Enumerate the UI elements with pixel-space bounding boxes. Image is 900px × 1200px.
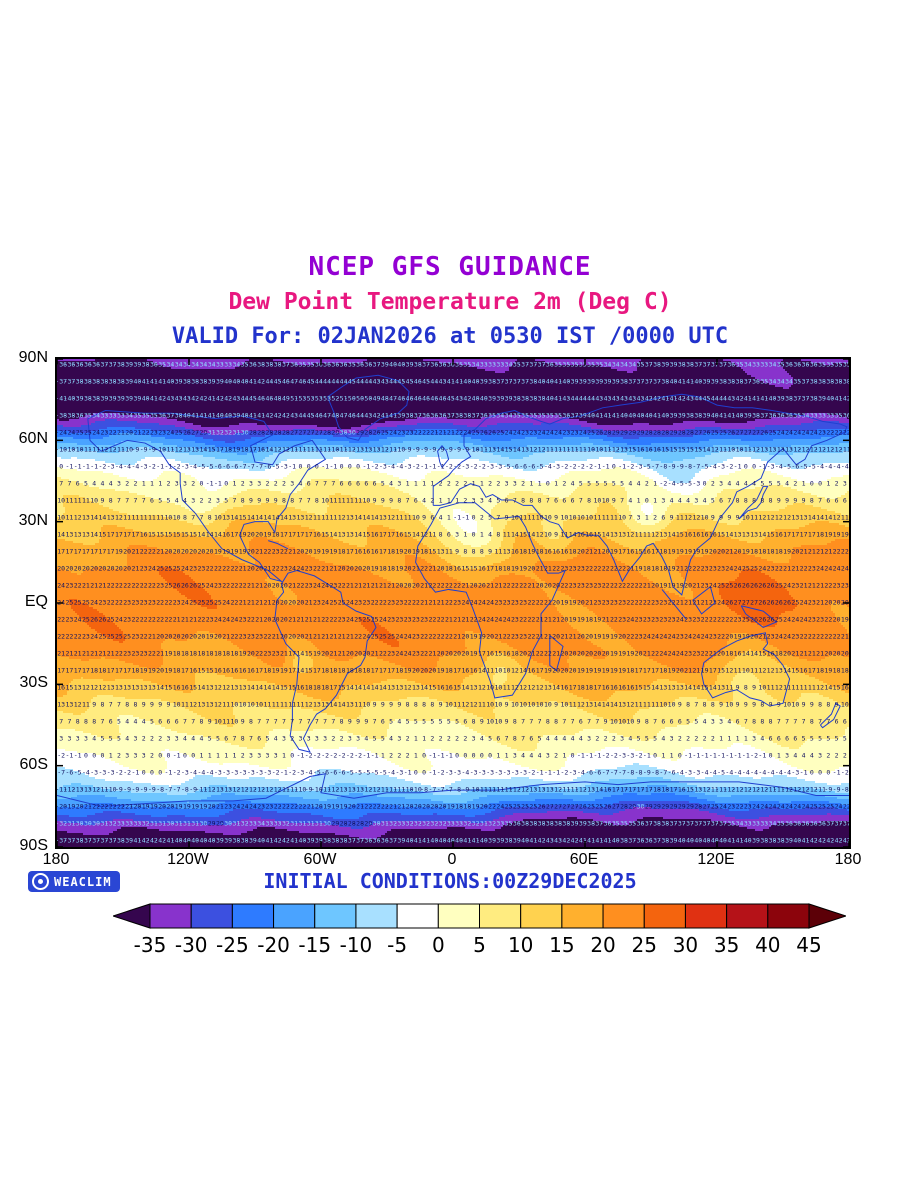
page-title: NCEP GFS GUIDANCE (308, 252, 592, 282)
colorbar-segment (355, 903, 398, 929)
weaclim-badge: WEACLIM (28, 871, 120, 892)
colorbar-tick-label: 5 (473, 933, 486, 957)
colorbar-tick-label: 45 (796, 933, 822, 957)
colorbar-tick-label: -5 (387, 933, 408, 957)
colorbar-segment (684, 903, 728, 929)
colorbar-under-arrow (111, 903, 151, 929)
lon-label: 180 (834, 851, 862, 868)
lon-label: 60W (303, 851, 337, 868)
lat-label: 30S (19, 674, 48, 692)
colorbar-segment (520, 903, 563, 929)
colorbar-segment (726, 903, 769, 929)
lon-label: 180 (42, 851, 70, 868)
lat-label: 90N (18, 349, 48, 366)
colorbar (111, 903, 848, 929)
colorbar-tick-label: 25 (631, 933, 657, 957)
map-frame (55, 357, 851, 849)
colorbar-segment (602, 903, 645, 929)
colorbar-over-arrow (808, 903, 848, 929)
colorbar-tick-label: 30 (672, 933, 699, 957)
colorbar-tick-label: 0 (431, 933, 445, 957)
colorbar-segment (437, 903, 480, 929)
colorbar-segment (767, 903, 810, 929)
colorbar-segment (396, 903, 439, 929)
colorbar-svg (111, 903, 848, 929)
weaclim-logo-text: WEACLIM (54, 874, 112, 889)
lat-label: 30N (18, 511, 48, 529)
weaclim-logo-icon (32, 873, 49, 890)
lon-label: 0 (447, 851, 457, 868)
colorbar-tick-label: -10 (339, 933, 373, 957)
colorbar-segment (479, 903, 522, 929)
colorbar-segment (561, 903, 604, 929)
colorbar-segment (273, 903, 316, 929)
colorbar-segment (231, 903, 275, 929)
colorbar-tick-label: 35 (713, 933, 740, 957)
colorbar-segment (643, 903, 686, 929)
colorbar-tick-label: 15 (549, 933, 575, 957)
colorbar-segment (314, 903, 357, 929)
colorbar-segment (149, 903, 192, 929)
lat-label: 90S (19, 837, 48, 854)
chart-subtitle: Dew Point Temperature 2m (Deg C) (228, 289, 672, 315)
colorbar-tick-label: 10 (507, 933, 534, 957)
colorbar-tick-label: -35 (133, 933, 167, 957)
world-map-canvas (57, 359, 849, 847)
initial-conditions-label: INITIAL CONDITIONS:00Z29DEC2025 (263, 869, 637, 893)
colorbar-tick-label: -30 (174, 933, 208, 957)
lon-label: 120W (167, 851, 209, 868)
colorbar-tick-label: 20 (590, 933, 616, 957)
lon-label: 120E (697, 851, 735, 868)
colorbar-segment (190, 903, 233, 929)
colorbar-tick-label: 40 (755, 933, 781, 957)
lat-label: 60N (18, 430, 48, 448)
valid-time-label: VALID For: 02JAN2026 at 0530 IST /0000 U… (171, 324, 729, 349)
colorbar-tick-label: -20 (257, 933, 290, 957)
colorbar-tick-label: -25 (216, 933, 249, 957)
lat-label: 60S (19, 755, 48, 773)
colorbar-tick-label: -15 (298, 933, 332, 957)
lon-label: 60E (569, 851, 599, 868)
lat-label: EQ (24, 593, 48, 610)
